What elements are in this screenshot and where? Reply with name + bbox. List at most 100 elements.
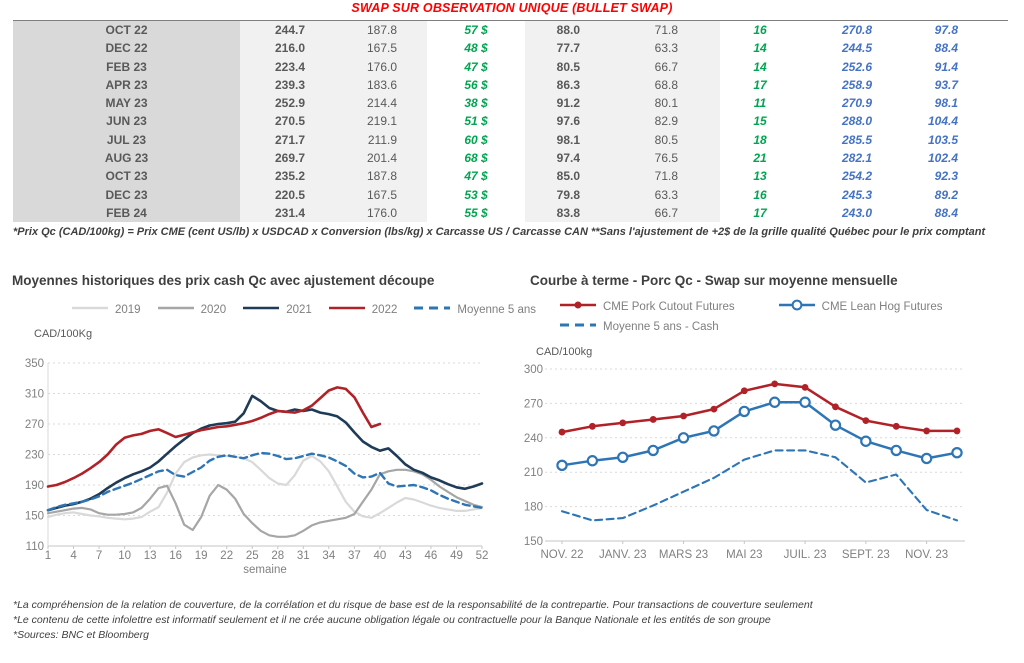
- data-point: [799, 396, 811, 408]
- table-cell: 60 $: [427, 130, 525, 150]
- table-cell: 77.7: [525, 39, 625, 58]
- data-point: [860, 435, 872, 447]
- x-axis-label: 16: [169, 550, 182, 562]
- line-swatch-2021-icon: [241, 301, 281, 319]
- legend-item-moyenne-5-ans: Moyenne 5 ans: [412, 301, 536, 319]
- data-point: [677, 432, 690, 444]
- series-cme-pork-cutout-futures-line: [560, 382, 959, 434]
- table-cell: 183.6: [330, 75, 427, 95]
- table-cell: 244.7: [240, 21, 330, 40]
- x-axis-label: NOV. 23: [905, 549, 948, 561]
- table-cell: 269.7: [240, 149, 330, 168]
- x-axis-label: 37: [348, 550, 361, 562]
- table-cell: 167.5: [330, 185, 427, 204]
- table-cell: 270.9: [800, 94, 895, 113]
- data-point: [558, 428, 566, 436]
- x-axis-label: MAI 23: [726, 549, 762, 561]
- data-point: [619, 419, 627, 427]
- table-cell: 104.4: [895, 112, 1008, 131]
- data-point: [588, 422, 596, 430]
- table-cell: 187.8: [330, 21, 427, 40]
- table-row: MAY 23 252.9 214.4 38 $91.2 80.1 11 270.9 98.1: [13, 94, 1008, 113]
- table-cell: 85.0: [525, 167, 625, 186]
- left-chart-title: Moyennes historiques des prix cash Qc av…: [12, 273, 435, 288]
- line-dot-swatch-icon: [558, 298, 598, 316]
- y-axis-label: 150: [25, 511, 44, 523]
- y-axis-label: 180: [524, 502, 543, 514]
- legend-item-2020: 2020: [156, 301, 226, 319]
- page-title: SWAP SUR OBSERVATION UNIQUE (BULLET SWAP…: [351, 1, 673, 15]
- table-cell: OCT 23: [13, 167, 240, 186]
- table-cell: 270.8: [800, 21, 895, 40]
- data-point: [862, 417, 870, 424]
- table-cell: 220.5: [240, 185, 330, 204]
- table-cell: 97.6: [525, 112, 625, 131]
- table-cell: APR 23: [13, 75, 240, 95]
- data-point: [953, 427, 961, 435]
- legend-item-pork-cutout: CME Pork Cutout Futures: [558, 298, 735, 316]
- x-axis-label: 43: [399, 550, 412, 562]
- table-cell: 176.0: [330, 57, 427, 76]
- table-cell: 55 $: [427, 203, 525, 223]
- table-cell: 216.0: [240, 39, 330, 58]
- legend-item-moyenne-5-ans-cash: Moyenne 5 ans - Cash: [558, 318, 719, 336]
- data-point: [832, 403, 839, 411]
- dashed-line-swatch-icon: [558, 318, 598, 336]
- series-moyenne-5-ans-line: [46, 451, 484, 512]
- table-cell: 63.3: [625, 185, 720, 204]
- data-point: [740, 387, 748, 395]
- data-point: [920, 452, 933, 465]
- y-axis-label: 150: [524, 536, 543, 548]
- x-axis-label: 4: [70, 550, 77, 562]
- x-axis-label: JANV. 23: [599, 549, 647, 561]
- table-cell: 80.5: [525, 57, 625, 76]
- table-row: AUG 23 269.7 201.4 68 $97.4 76.5 21 282.1 102.4: [13, 149, 1008, 168]
- data-point: [951, 447, 963, 459]
- table-cell: OCT 22: [13, 21, 240, 40]
- table-cell: 187.8: [330, 167, 427, 186]
- table-cell: FEB 23: [13, 57, 240, 76]
- table-cell: 258.9: [800, 75, 895, 95]
- table-cell: JUL 23: [13, 130, 240, 150]
- table-row: DEC 23 220.5 167.5 53 $79.8 63.3 16 245.3 89.2: [13, 185, 1008, 204]
- x-axis-label: 7: [96, 550, 102, 562]
- line-swatch-2020-icon: [156, 301, 196, 319]
- table-cell: 66.7: [625, 57, 720, 76]
- footnote-3: *Sources: BNC et Bloomberg: [13, 629, 149, 641]
- data-point: [923, 427, 931, 435]
- data-point: [680, 412, 687, 420]
- left-chart-legend: 2019 2020 2021 2022 Moyenne 5 ans: [70, 301, 536, 319]
- table-cell: 21: [720, 149, 800, 168]
- table-cell: 223.4: [240, 57, 330, 76]
- table-cell: 48 $: [427, 39, 525, 58]
- legend-label: 2022: [371, 304, 398, 316]
- table-cell: 71.8: [625, 167, 720, 186]
- table-cell: 47 $: [427, 57, 525, 76]
- x-axis-label: JUIL. 23: [784, 549, 827, 561]
- table-cell: 79.8: [525, 185, 625, 204]
- y-axis-label: 190: [25, 480, 44, 492]
- y-axis-label: 300: [524, 364, 543, 376]
- y-axis-label: 110: [26, 541, 44, 553]
- table-cell: 80.1: [625, 94, 720, 113]
- legend-item-lean-hog: CME Lean Hog Futures: [777, 298, 942, 316]
- data-point: [708, 425, 720, 437]
- data-point: [617, 451, 629, 463]
- table-cell: 245.3: [800, 185, 895, 204]
- table-cell: 88.4: [895, 203, 1008, 223]
- legend-item-2022: 2022: [327, 301, 398, 319]
- x-axis-label: 1: [45, 550, 51, 562]
- table-cell: 271.7: [240, 130, 330, 150]
- table-cell: AUG 23: [13, 149, 240, 168]
- table-cell: 57 $: [427, 21, 525, 40]
- data-point: [647, 444, 659, 457]
- table-cell: 243.0: [800, 203, 895, 223]
- table-cell: 244.5: [800, 39, 895, 58]
- x-axis-label: 25: [246, 550, 259, 562]
- table-cell: 56 $: [427, 75, 525, 95]
- table-row: APR 23 239.3 183.6 56 $86.3 68.8 17 258.9 93.7: [13, 75, 1008, 95]
- line-circle-swatch-icon: [777, 298, 817, 316]
- y-axis-label: 270: [524, 398, 543, 410]
- left-chart-section: Moyennes historiques des prix cash Qc av…: [12, 270, 536, 590]
- table-cell: 214.4: [330, 94, 427, 113]
